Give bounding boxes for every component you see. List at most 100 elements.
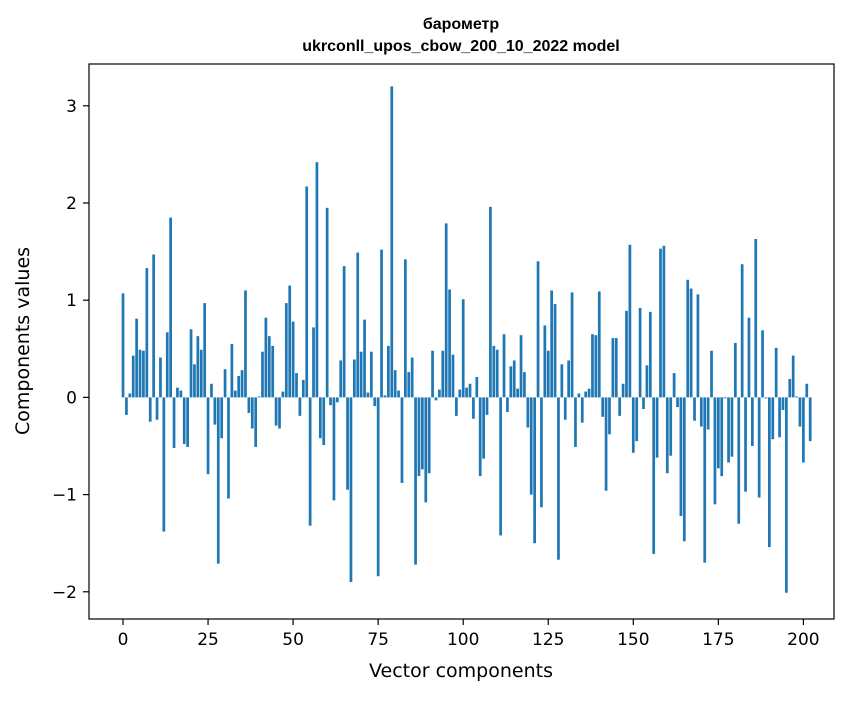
bar xyxy=(461,299,465,398)
bar xyxy=(587,388,591,398)
y-tick-label: −2 xyxy=(52,583,77,603)
bar xyxy=(774,347,778,398)
bar xyxy=(315,162,319,398)
bar xyxy=(710,350,713,398)
y-tick-label: 0 xyxy=(66,388,77,408)
bar xyxy=(768,397,771,548)
bar xyxy=(421,397,424,470)
bar xyxy=(196,336,200,398)
bar xyxy=(346,397,349,490)
bar xyxy=(489,206,492,398)
bar xyxy=(706,397,710,430)
x-tick-label: 100 xyxy=(447,630,479,650)
bar xyxy=(424,397,428,503)
bar xyxy=(223,369,227,398)
bar xyxy=(703,397,707,563)
bar xyxy=(727,397,730,463)
bar xyxy=(631,397,635,453)
bar xyxy=(301,379,305,398)
bar xyxy=(335,397,339,403)
bar xyxy=(363,319,366,398)
bar xyxy=(261,351,264,398)
bar xyxy=(696,294,700,398)
bar xyxy=(203,303,207,398)
bar xyxy=(625,310,628,398)
bar xyxy=(618,397,622,416)
bar xyxy=(492,345,496,398)
bar xyxy=(318,397,322,439)
bar xyxy=(744,397,747,492)
bar xyxy=(434,397,438,401)
x-axis-label: Vector components xyxy=(369,660,553,682)
bar xyxy=(628,244,632,398)
bar xyxy=(142,350,145,398)
bar xyxy=(802,397,805,463)
y-tick-label: 1 xyxy=(66,291,77,311)
bar xyxy=(594,335,598,398)
bar xyxy=(332,397,336,501)
bar xyxy=(676,397,679,408)
bar xyxy=(659,248,662,398)
bar xyxy=(686,279,690,398)
bar xyxy=(601,397,605,417)
bar xyxy=(393,370,397,398)
bar xyxy=(145,268,149,398)
bar xyxy=(441,350,445,398)
bar xyxy=(563,397,567,420)
bar xyxy=(349,397,353,583)
y-tick-label: 3 xyxy=(66,97,77,117)
bar xyxy=(526,397,530,428)
x-tick-label: 125 xyxy=(532,630,564,650)
bar xyxy=(230,343,234,398)
bar xyxy=(373,397,377,407)
bar xyxy=(662,245,666,398)
bar xyxy=(312,327,315,398)
bar xyxy=(611,338,615,398)
bar xyxy=(267,336,271,398)
plot-frame xyxy=(88,63,835,620)
bar xyxy=(369,351,373,398)
bars-group xyxy=(121,86,812,593)
bar xyxy=(798,397,802,427)
bar xyxy=(519,335,523,398)
bar xyxy=(638,307,642,398)
bar xyxy=(506,397,509,412)
bar xyxy=(546,350,550,398)
bar xyxy=(165,332,169,398)
bar xyxy=(740,264,744,398)
bar xyxy=(560,364,564,398)
bar xyxy=(584,391,588,398)
bar xyxy=(458,389,462,398)
bar xyxy=(162,397,166,532)
y-axis-ticks: −2 −1 0 1 2 3 xyxy=(52,97,89,603)
bar xyxy=(298,397,302,416)
x-tick-label: 50 xyxy=(282,630,304,650)
bar xyxy=(383,395,387,398)
bar xyxy=(407,372,411,398)
bar xyxy=(781,397,785,411)
bar xyxy=(778,397,781,438)
bar xyxy=(713,397,717,505)
bar xyxy=(502,334,506,398)
bar xyxy=(733,342,737,398)
bar xyxy=(254,397,258,447)
bar xyxy=(427,397,431,474)
bar xyxy=(771,397,775,440)
bar xyxy=(465,387,468,398)
bar xyxy=(356,252,360,398)
bar xyxy=(788,378,792,398)
bar xyxy=(665,397,669,474)
bar xyxy=(172,397,176,448)
bar xyxy=(417,397,421,477)
x-tick-label: 0 xyxy=(118,630,129,650)
bar xyxy=(580,397,584,423)
bar xyxy=(138,349,142,398)
bar xyxy=(557,397,560,560)
bar xyxy=(295,373,298,398)
bar xyxy=(325,207,329,398)
bar xyxy=(523,372,526,398)
bar xyxy=(720,397,724,477)
bar xyxy=(155,397,159,420)
bar xyxy=(278,397,281,429)
